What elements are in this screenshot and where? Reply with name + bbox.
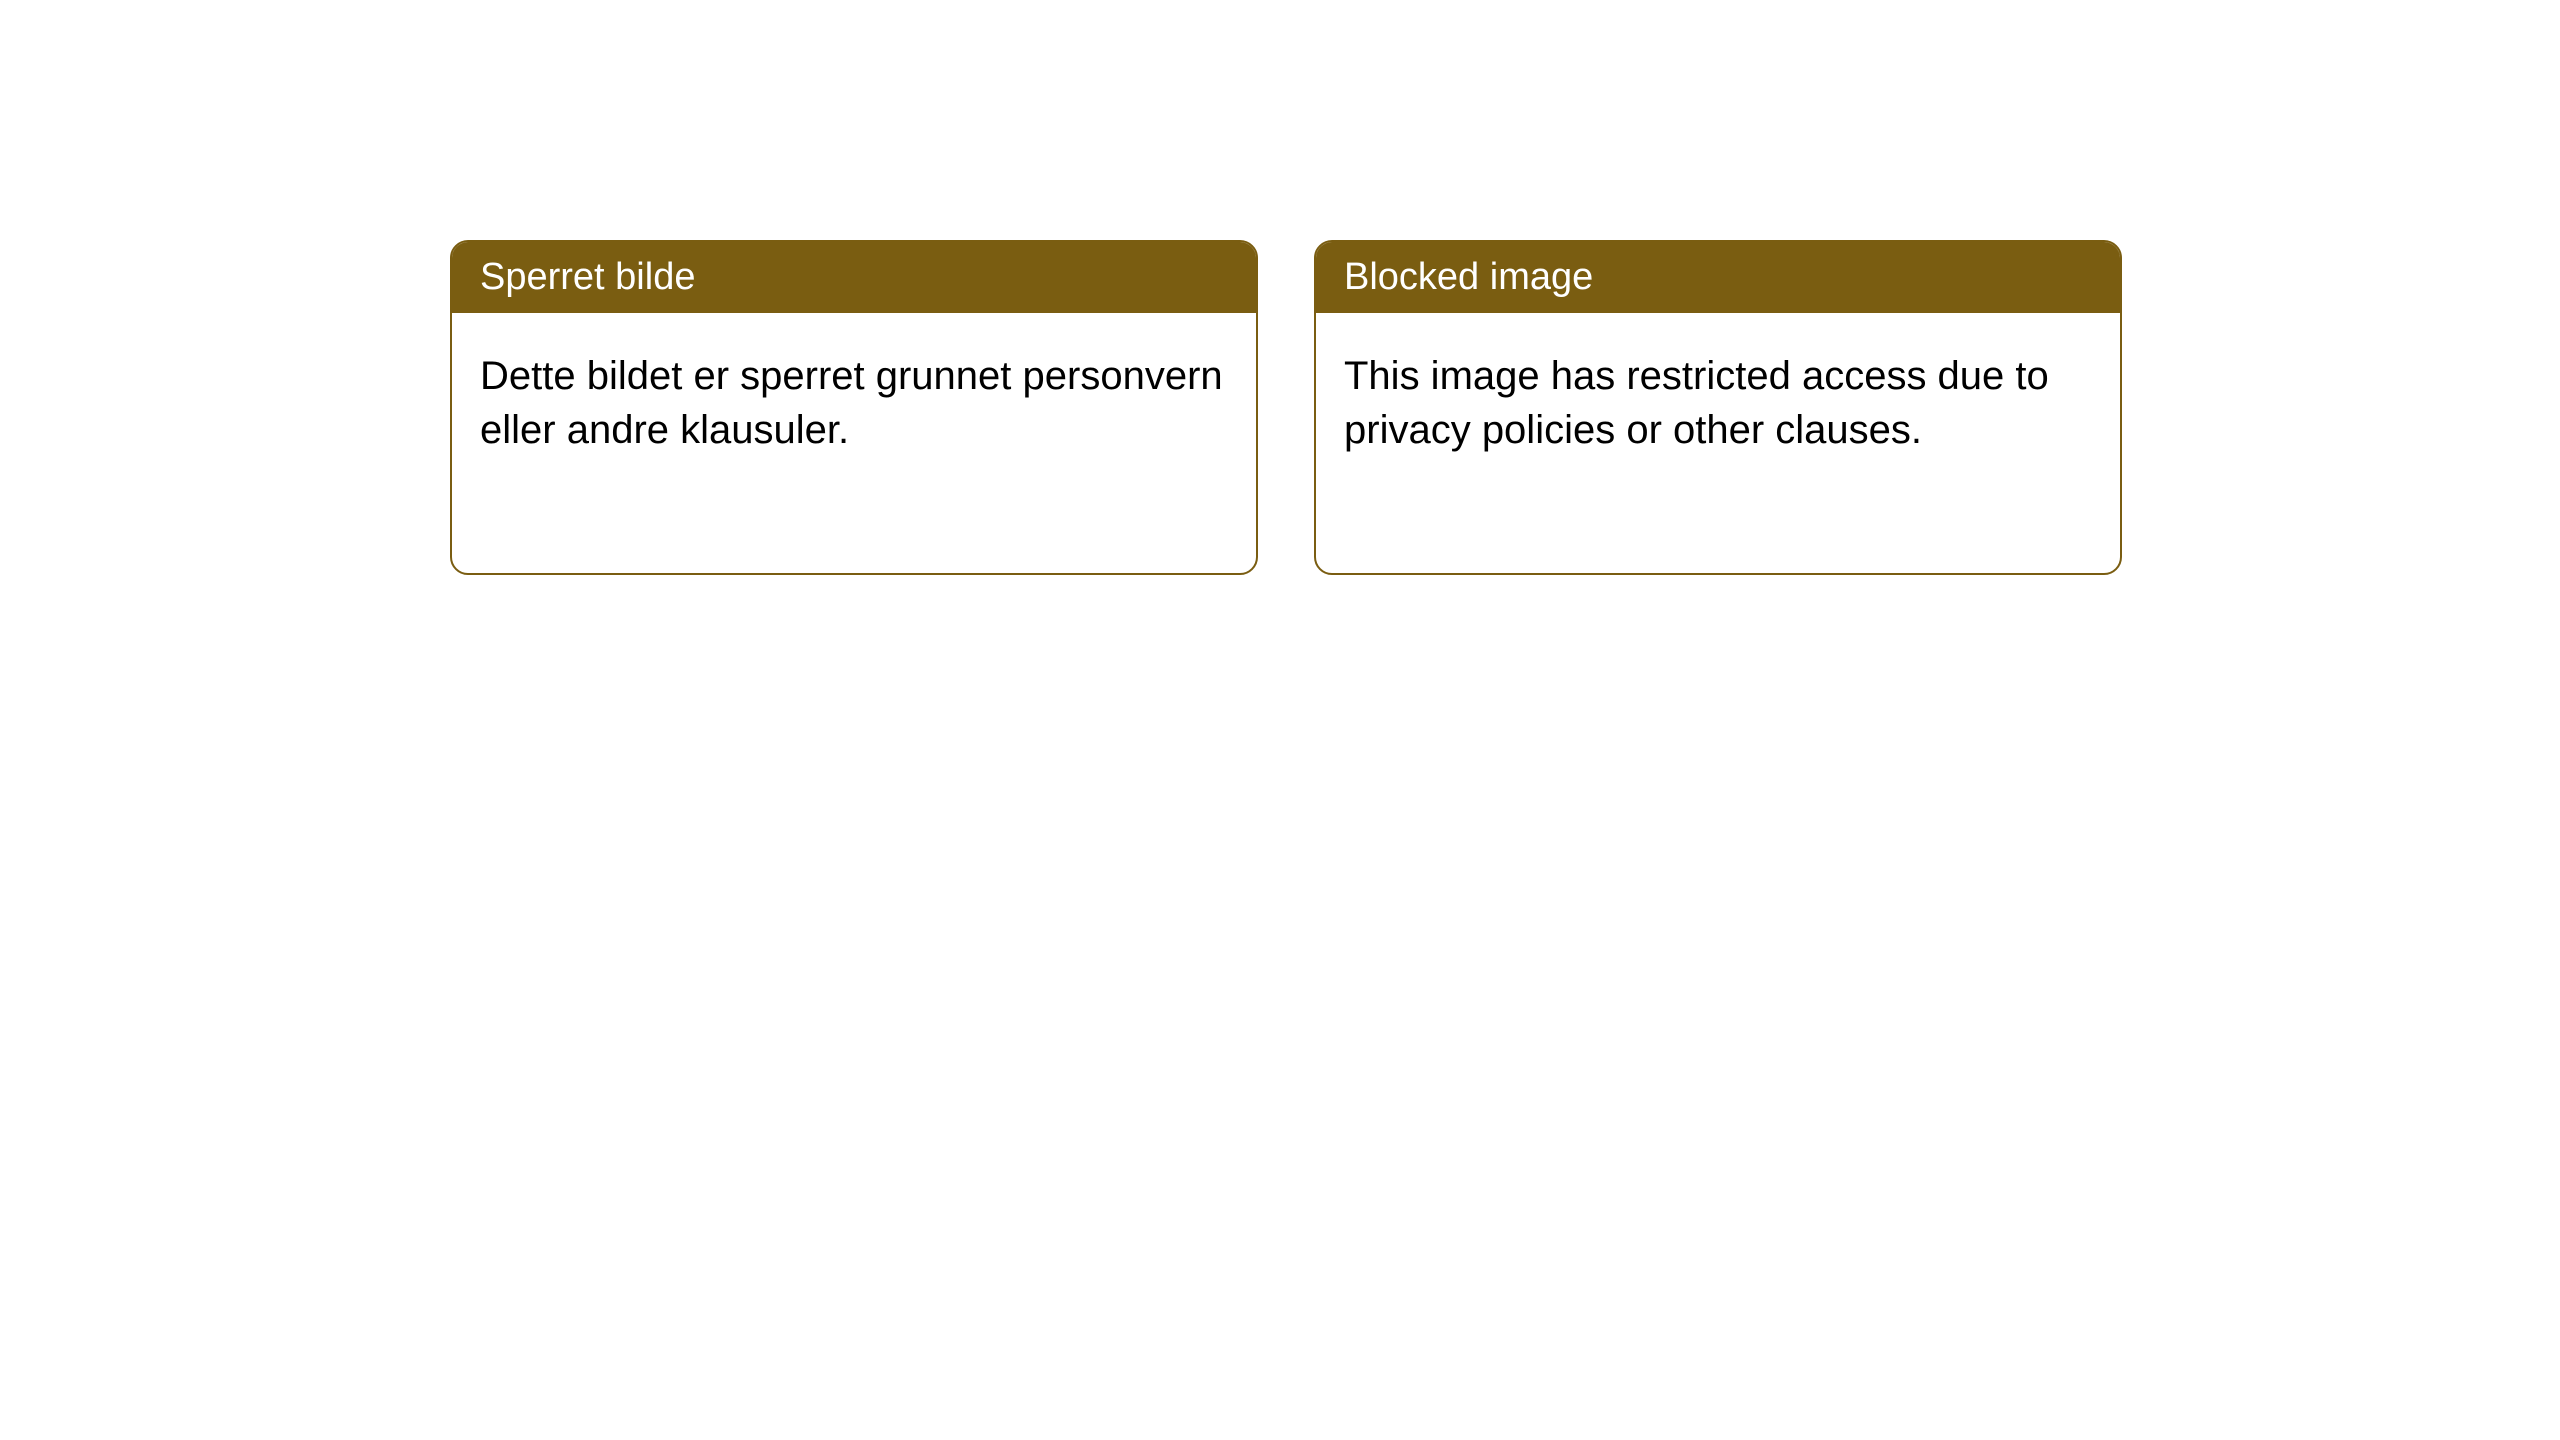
blocked-image-card-en: Blocked image This image has restricted … [1314, 240, 2122, 575]
blocked-image-card-no: Sperret bilde Dette bildet er sperret gr… [450, 240, 1258, 575]
card-body-text: This image has restricted access due to … [1344, 354, 2049, 452]
card-title: Blocked image [1344, 256, 1593, 298]
card-header: Blocked image [1316, 242, 2120, 313]
cards-container: Sperret bilde Dette bildet er sperret gr… [450, 240, 2560, 575]
card-body: This image has restricted access due to … [1316, 313, 2120, 573]
card-title: Sperret bilde [480, 256, 695, 298]
card-header: Sperret bilde [452, 242, 1256, 313]
card-body: Dette bildet er sperret grunnet personve… [452, 313, 1256, 573]
card-body-text: Dette bildet er sperret grunnet personve… [480, 354, 1223, 452]
